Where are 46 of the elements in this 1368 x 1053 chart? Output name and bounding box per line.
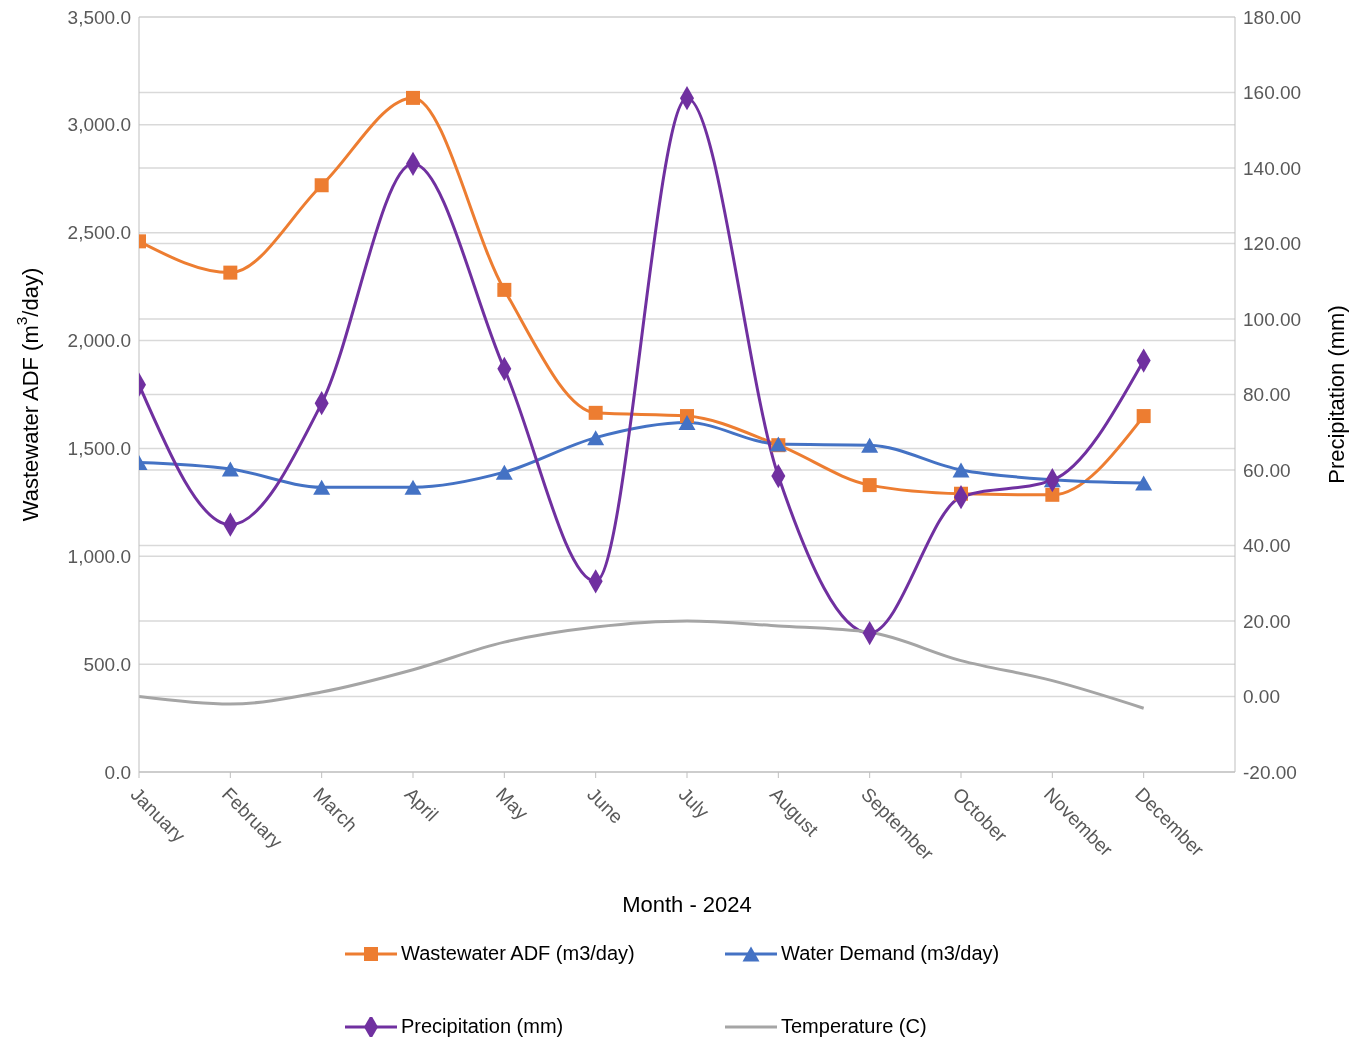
point xyxy=(862,478,877,493)
x-axis-title: Month - 2024 xyxy=(622,892,752,917)
y-tick-label: 1,500.0 xyxy=(67,437,131,459)
point xyxy=(1136,409,1151,424)
y2-tick-label: 160.00 xyxy=(1243,82,1302,103)
point xyxy=(1135,475,1153,491)
y2-tick-label: 0.00 xyxy=(1243,686,1280,707)
point xyxy=(587,430,605,446)
point xyxy=(497,282,512,297)
y-tick-label: 3,000.0 xyxy=(67,114,131,136)
y-tick-label: 1,000.0 xyxy=(67,545,131,567)
point xyxy=(495,464,513,480)
point xyxy=(952,462,970,478)
x-tick-label: July xyxy=(674,783,714,823)
point xyxy=(314,178,329,193)
point xyxy=(678,415,696,431)
y2-tick-label: -20.00 xyxy=(1243,761,1297,783)
legend-label: Precipitation (mm) xyxy=(401,1015,564,1038)
y2-tick-label: 80.00 xyxy=(1243,384,1291,405)
y-tick-label: 500.0 xyxy=(83,653,131,675)
y-tick-label: 0.0 xyxy=(104,761,131,783)
line-series xyxy=(139,619,1146,710)
point xyxy=(1045,487,1060,502)
y-tick-label: 2,000.0 xyxy=(67,330,131,352)
point xyxy=(223,265,238,280)
point xyxy=(588,405,603,420)
y-tick-label: 3,500.0 xyxy=(67,6,131,28)
y2-axis-title: Precipitation (mm) xyxy=(1323,305,1349,484)
point xyxy=(861,437,879,453)
y2-tick-label: 20.00 xyxy=(1243,610,1291,632)
point xyxy=(313,479,331,495)
point xyxy=(406,90,420,105)
y-tick-label: 2,500.0 xyxy=(67,222,131,244)
legend-label: Temperature (C) xyxy=(781,1015,927,1038)
point xyxy=(221,461,239,477)
y2-tick-label: 40.00 xyxy=(1243,535,1291,556)
x-tick-label: April xyxy=(400,783,443,826)
x-tick-label: May xyxy=(491,783,533,825)
y2-tick-label: 140.00 xyxy=(1243,157,1302,179)
point xyxy=(404,479,422,495)
y2-tick-label: 180.00 xyxy=(1243,6,1302,28)
y2-tick-label: 100.00 xyxy=(1243,308,1302,330)
y2-tick-label: 120.00 xyxy=(1243,233,1302,254)
y2-tick-label: 60.00 xyxy=(1243,459,1291,481)
legend-label: Water Demand (m3/day) xyxy=(781,942,1000,965)
legend-label: Wastewater ADF (m3/day) xyxy=(401,942,635,965)
